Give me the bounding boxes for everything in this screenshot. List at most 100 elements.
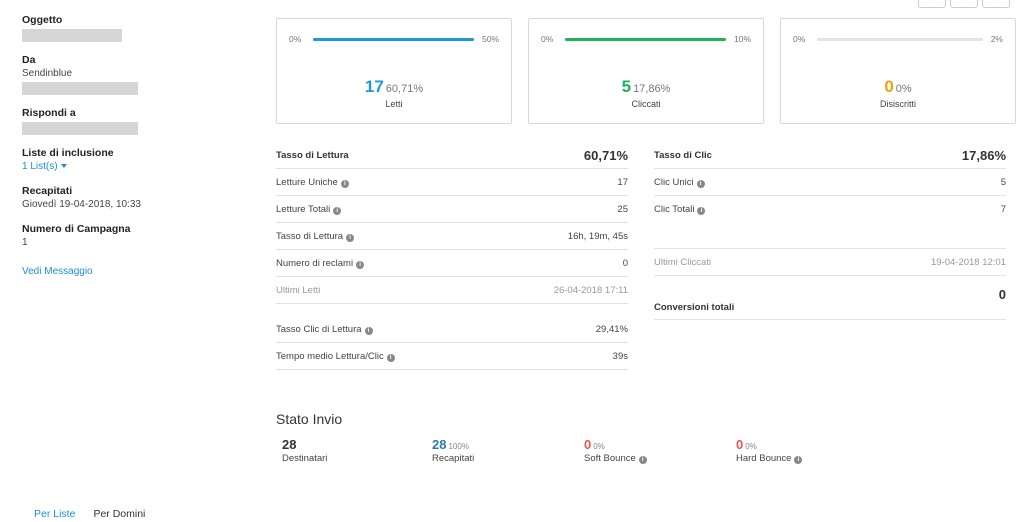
liste-label: Liste di inclusione [22, 147, 114, 159]
info-icon[interactable]: i [346, 233, 355, 242]
numero-block: Numero di Campagna 1 [22, 223, 152, 249]
spacer [654, 223, 1006, 249]
spacer [276, 304, 628, 316]
campaign-sidebar: Oggetto Da Sendinblue Rispondi a Liste d… [22, 14, 152, 290]
info-icon[interactable]: i [333, 206, 342, 215]
stat-percent: 0% [745, 442, 757, 451]
rispondi-block: Rispondi a [22, 107, 152, 135]
stat-row: Numero di reclami i 0 [276, 250, 628, 277]
card-percent: 0% [895, 83, 912, 95]
ultimi-letti-row: Ultimi Letti 26-04-2018 17:11 [276, 277, 628, 304]
card-big-value: 0 0% [781, 77, 1015, 97]
stat-number: 0 [584, 437, 592, 452]
top-control-button-1[interactable] [918, 0, 946, 8]
progress-fill [313, 37, 474, 41]
info-icon[interactable]: i [697, 207, 706, 215]
card-percent: 60,71% [385, 83, 424, 95]
da-block: Da Sendinblue [22, 54, 152, 95]
vedi-block: Vedi Messaggio [22, 265, 152, 278]
recapitati-value: Giovedì 19-04-2018, 10:33 [22, 199, 141, 210]
numero-label: Numero di Campagna [22, 223, 131, 235]
oggetto-block: Oggetto [22, 14, 152, 42]
info-icon[interactable]: i [386, 353, 395, 362]
stat-row: Tasso Clic di Lettura i 29,41% [276, 316, 628, 343]
soft-bounce-stat: 0 0% Soft Bounce i [584, 437, 647, 464]
info-icon[interactable]: i [340, 179, 349, 188]
progress-track [565, 37, 726, 41]
card-disiscritti: 0% 2% 0 0% Disiscritti [780, 18, 1016, 124]
stat-value: 19-04-2018 12:01 [930, 256, 1006, 268]
card-caption: Disiscritti [880, 99, 916, 109]
destinatari-stat: 28 Destinatari [282, 437, 327, 464]
da-label: Da [22, 54, 36, 66]
oggetto-label: Oggetto [22, 14, 63, 26]
stat-number: 28 [432, 437, 447, 452]
info-icon[interactable]: i [364, 326, 373, 335]
stat-row: Letture Totali i 25 [276, 196, 628, 223]
bar-max-label: 50% [481, 34, 499, 44]
progress-track [313, 37, 474, 41]
stat-value: 7 [1000, 204, 1006, 215]
stat-label: Ultimi Cliccati [654, 256, 711, 268]
caret-down-icon [60, 164, 67, 168]
conversioni-row: Conversioni totali 0 [654, 276, 1006, 320]
stat-row: Tasso di Lettura i 16h, 19m, 45s [276, 223, 628, 250]
bar-max-label: 2% [990, 34, 1003, 44]
numero-value: 1 [22, 237, 28, 248]
stat-row: Clic Totali i 7 [654, 196, 1006, 223]
info-icon[interactable]: i [638, 456, 647, 464]
stat-value: 60,71% [583, 147, 628, 163]
stat-label: Destinatari [282, 453, 328, 464]
card-caption: Letti [385, 99, 403, 109]
stato-invio-title: Stato Invio [276, 411, 343, 427]
tasso-clic-head: Tasso di Clic 17,86% [654, 142, 1006, 169]
card-big-value: 17 60,71% [277, 77, 511, 97]
card-percent: 17,86% [633, 83, 671, 95]
stat-percent: 0% [593, 442, 605, 451]
recapitati-stat: 28 100% Recapitati [432, 437, 474, 464]
hard-bounce-stat: 0 0% Hard Bounce i [736, 437, 803, 464]
stat-value: 17,86% [961, 147, 1006, 163]
stat-number: 0 [736, 437, 744, 452]
stat-value: 16h, 19m, 45s [567, 230, 628, 242]
liste-block: Liste di inclusione 1 List(s) [22, 147, 152, 173]
recapitati-block: Recapitati Giovedì 19-04-2018, 10:33 [22, 185, 152, 211]
stato-invio-section: Stato Invio 28 Destinatari 28 100% Recapi… [276, 411, 1016, 467]
stat-label: Conversioni totali [654, 302, 735, 313]
redacted-sender-email [22, 82, 138, 95]
card-number: 5 [621, 77, 632, 96]
stat-row: Tempo medio Lettura/Clic i 39s [276, 343, 628, 370]
card-cliccati: 0% 10% 5 17,86% Cliccati [528, 18, 764, 124]
info-icon[interactable]: i [794, 456, 803, 464]
stat-label: Ultimi Letti [276, 284, 321, 296]
top-control-button-3[interactable] [982, 0, 1010, 8]
ultimi-cliccati-row: Ultimi Cliccati 19-04-2018 12:01 [654, 249, 1006, 276]
card-bar-row: 0% 2% [793, 33, 1003, 45]
stat-label: Hard Bounce [736, 453, 792, 464]
liste-dropdown[interactable]: 1 List(s) [22, 160, 152, 173]
card-bar-row: 0% 50% [289, 33, 499, 45]
stato-invio-items: 28 Destinatari 28 100% Recapitati 0 0% Sof… [276, 437, 1016, 467]
info-icon[interactable]: i [356, 260, 365, 269]
tab-per-domini[interactable]: Per Domini [93, 508, 146, 520]
stat-number: 28 [282, 437, 297, 452]
card-big-value: 5 17,86% [529, 77, 763, 97]
stat-label: Numero di reclami [276, 257, 354, 269]
vedi-messaggio-link[interactable]: Vedi Messaggio [22, 266, 93, 277]
clic-stats: Tasso di Clic 17,86% Clic Unici i 5 Clic … [654, 142, 1006, 320]
stat-label: Tasso Clic di Lettura [276, 323, 362, 335]
stat-value: 17 [617, 176, 628, 188]
card-caption: Cliccati [631, 99, 661, 109]
card-letti: 0% 50% 17 60,71% Letti [276, 18, 512, 124]
stat-label: Tasso di Lettura [276, 149, 349, 161]
top-control-button-2[interactable] [950, 0, 978, 8]
tab-per-liste[interactable]: Per Liste [34, 508, 76, 520]
info-icon[interactable]: i [696, 179, 705, 188]
stat-value: 5 [1000, 176, 1006, 188]
tasso-lettura-head: Tasso di Lettura 60,71% [276, 142, 628, 169]
stat-value: 29,41% [595, 323, 628, 335]
stat-label: Clic Unici [654, 176, 694, 188]
progress-fill [565, 37, 726, 41]
card-bar-row: 0% 10% [541, 33, 751, 45]
stat-row: Letture Uniche i 17 [276, 169, 628, 196]
